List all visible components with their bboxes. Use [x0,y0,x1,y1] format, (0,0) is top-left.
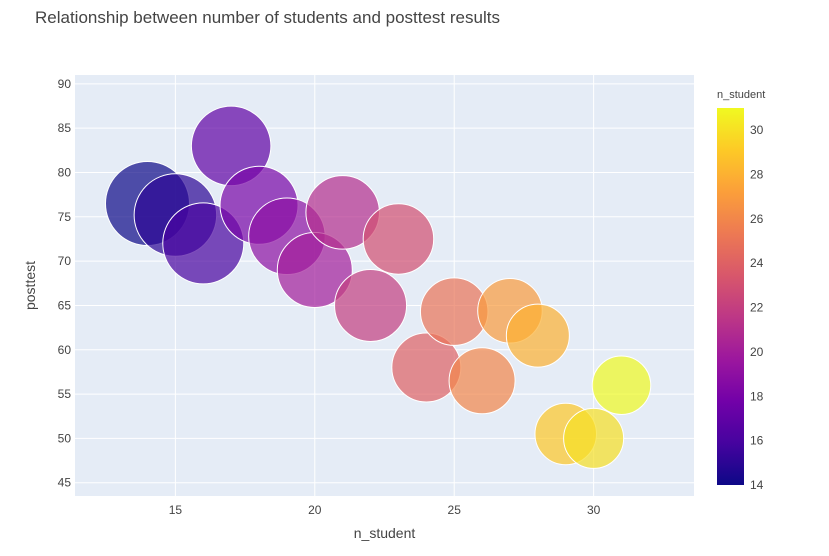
data-point [563,407,625,469]
y-tick-labels: 45 50 55 60 65 70 75 80 85 90 [58,77,72,490]
y-tick-label: 55 [58,387,72,401]
x-axis-title: n_student [354,525,416,541]
data-point [362,203,435,275]
colorbar-tick-label: 22 [750,301,764,315]
colorbar-title: n_student [717,89,765,101]
y-tick-label: 65 [58,298,72,312]
y-tick-label: 50 [58,431,72,445]
y-tick-label: 60 [58,343,72,357]
x-tick-label: 25 [448,503,462,517]
colorbar: n_student 14 16 18 20 22 24 26 28 30 [717,89,765,492]
data-point [162,202,245,285]
x-tick-label: 20 [308,503,322,517]
colorbar-tick-label: 18 [750,389,764,403]
y-tick-label: 90 [58,77,72,91]
colorbar-tick-label: 16 [750,434,764,448]
colorbar-tick-label: 28 [750,168,764,182]
colorbar-gradient [717,108,744,485]
y-tick-label: 80 [58,165,72,179]
data-point [448,347,516,415]
y-tick-label: 70 [58,254,72,268]
data-point [591,355,652,415]
colorbar-tick-label: 20 [750,345,764,359]
data-point [505,303,570,368]
y-axis-title: posttest [22,261,38,310]
y-tick-label: 85 [58,121,72,135]
colorbar-tick-label: 24 [750,256,764,270]
data-point [334,268,408,342]
x-tick-labels: 15 20 25 30 [169,503,601,517]
chart-title: Relationship between number of students … [35,8,500,27]
colorbar-tick-label: 14 [750,478,764,492]
x-tick-label: 15 [169,503,183,517]
y-tick-label: 75 [58,210,72,224]
colorbar-tick-labels: 14 16 18 20 22 24 26 28 30 [750,123,764,492]
x-tick-label: 30 [587,503,601,517]
data-points [104,105,652,469]
colorbar-tick-label: 26 [750,212,764,226]
y-tick-label: 45 [58,476,72,490]
colorbar-tick-label: 30 [750,123,764,137]
